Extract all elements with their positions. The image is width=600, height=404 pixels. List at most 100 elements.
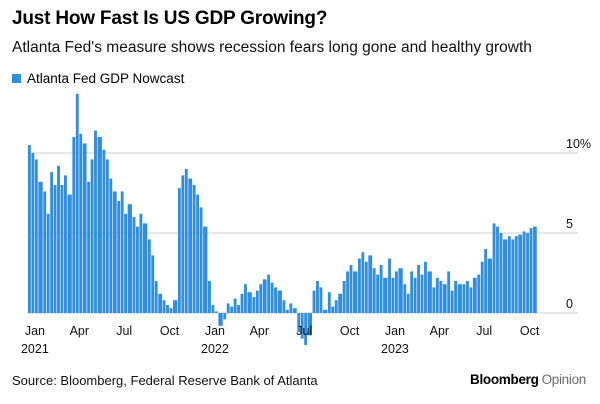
bar: [218, 313, 223, 326]
bar: [439, 281, 443, 313]
bar: [64, 175, 67, 313]
x-tick-label: Oct: [160, 324, 180, 338]
bar: [196, 194, 200, 313]
bar: [97, 137, 102, 313]
bar: [338, 293, 343, 313]
bar: [203, 226, 208, 313]
bar: [255, 290, 259, 313]
bar: [319, 287, 323, 313]
y-tick-label: 5: [566, 217, 573, 231]
legend: Atlanta Fed GDP Nowcast: [12, 71, 184, 86]
bar: [285, 309, 289, 313]
legend-swatch: [12, 74, 21, 83]
bar: [282, 300, 286, 313]
bar: [127, 204, 132, 313]
bar: [331, 306, 335, 313]
x-tick-label: Apr: [430, 324, 449, 338]
x-tick-label: Jul: [476, 324, 492, 338]
bar: [507, 236, 511, 313]
bar: [102, 149, 106, 313]
bar: [398, 268, 403, 313]
bar: [420, 274, 424, 313]
bar: [457, 284, 462, 313]
bar: [514, 236, 518, 313]
bar: [94, 130, 97, 313]
bar: [327, 292, 331, 313]
bar: [435, 277, 439, 313]
bar: [417, 265, 421, 313]
brand-name: Bloomberg: [470, 372, 539, 387]
bar: [162, 300, 166, 313]
x-year-label: 2021: [21, 342, 49, 356]
bar: [211, 305, 215, 313]
bar: [487, 258, 493, 313]
bar: [177, 188, 181, 313]
bar: [270, 282, 274, 313]
bar: [120, 191, 124, 313]
bar: [472, 277, 477, 313]
bar: [342, 281, 346, 313]
bar: [480, 261, 484, 313]
x-tick-label: Oct: [340, 324, 360, 338]
bar: [226, 303, 230, 313]
bar: [316, 281, 319, 313]
x-tick-label: Apr: [250, 324, 269, 338]
x-tick-label: Oct: [520, 324, 540, 338]
bar: [139, 213, 143, 313]
bar: [496, 226, 499, 313]
y-tick-label: 0: [566, 297, 573, 311]
x-tick-label: Jan: [385, 324, 405, 338]
bar: [304, 313, 308, 345]
bar: [72, 137, 76, 313]
bar: [454, 281, 457, 313]
x-tick-label: Jul: [296, 324, 312, 338]
bar: [87, 181, 91, 313]
bar: [518, 234, 523, 313]
bar: [353, 271, 358, 313]
bar: [105, 159, 109, 313]
source-note: Source: Bloomberg, Federal Reserve Bank …: [12, 373, 318, 388]
bar: [262, 279, 267, 313]
bar: [75, 93, 79, 313]
bar: [391, 277, 395, 313]
bar: [136, 226, 139, 313]
bar: [413, 277, 417, 313]
x-tick-label: Jan: [25, 324, 45, 338]
bar: [147, 239, 151, 313]
bar: [173, 300, 178, 313]
bar: [169, 308, 173, 313]
bar: [109, 178, 113, 313]
bar: [57, 165, 60, 313]
bar: [259, 284, 263, 313]
bar: [233, 298, 237, 313]
bar: [28, 145, 31, 313]
x-tick-label: Apr: [70, 324, 89, 338]
bar: [427, 271, 432, 313]
bar: [208, 281, 211, 313]
bar: [499, 233, 503, 313]
bar: [529, 228, 533, 313]
bar: [406, 293, 410, 313]
bar: [154, 281, 158, 313]
brand-logo: Bloomberg Opinion: [470, 372, 586, 387]
bar: [237, 305, 240, 313]
brand-suffix: Opinion: [541, 372, 587, 387]
bar: [158, 293, 163, 313]
bar: [312, 290, 316, 313]
x-tick-label: Jan: [205, 324, 225, 338]
bar: [465, 281, 469, 313]
bar: [79, 133, 83, 313]
bar: [53, 185, 57, 313]
bar: [214, 311, 218, 313]
bar: [112, 191, 117, 313]
bar: [46, 213, 50, 313]
bar: [410, 271, 414, 313]
bar: [142, 223, 148, 313]
x-year-label: 2022: [201, 342, 229, 356]
bar: [357, 258, 361, 313]
bar: [511, 239, 515, 313]
bar: [267, 274, 271, 313]
bar: [277, 290, 282, 313]
bar: [394, 271, 398, 313]
bar: [447, 271, 451, 313]
